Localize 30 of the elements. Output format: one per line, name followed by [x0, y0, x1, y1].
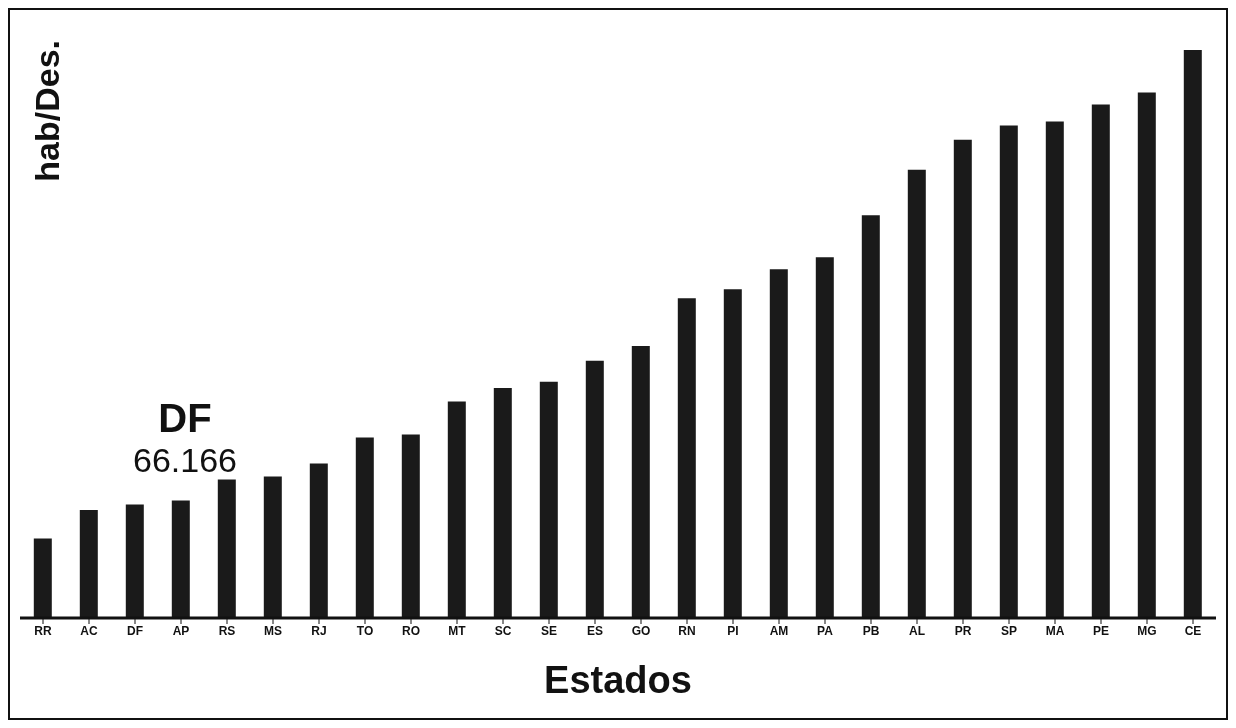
x-tick-label: MT: [448, 623, 467, 638]
x-tick-label: GO: [631, 623, 651, 638]
x-tick-label: MG: [1137, 623, 1157, 638]
x-tick-label: PE: [1092, 623, 1110, 638]
x-tick-label: MS: [264, 623, 282, 638]
x-tick-label: PA: [817, 623, 834, 638]
x-tick-label: RO: [402, 623, 420, 638]
x-tick-label: RS: [218, 623, 236, 638]
x-tick-label: TO: [356, 623, 374, 638]
x-tick-label: ES: [586, 623, 604, 638]
x-tick-label: PB: [862, 623, 880, 638]
x-tick-label: MA: [1045, 623, 1065, 638]
x-tick-label: PI: [727, 623, 739, 638]
x-tick-label: DF: [127, 623, 143, 638]
x-tick-label: SC: [494, 623, 512, 638]
x-tick-label: AL: [909, 623, 925, 638]
annotation: DF: [157, 395, 213, 441]
x-tick-label: PR: [954, 623, 972, 638]
x-tick-label: AM: [769, 623, 789, 638]
x-tick-label: CE: [1184, 623, 1202, 638]
annotation: 66.166: [132, 441, 238, 481]
x-tick-label: AC: [80, 623, 98, 638]
x-tick-label: AP: [172, 623, 190, 638]
x-tick-label: SP: [1000, 623, 1018, 638]
x-axis-title: Estados: [544, 659, 692, 701]
x-tick-label: RJ: [311, 623, 327, 638]
x-tick-label: SE: [540, 623, 558, 638]
x-tick-label: RN: [678, 623, 696, 638]
x-tick-label: RR: [34, 623, 52, 638]
y-axis-title: hab/Des.: [28, 40, 67, 182]
